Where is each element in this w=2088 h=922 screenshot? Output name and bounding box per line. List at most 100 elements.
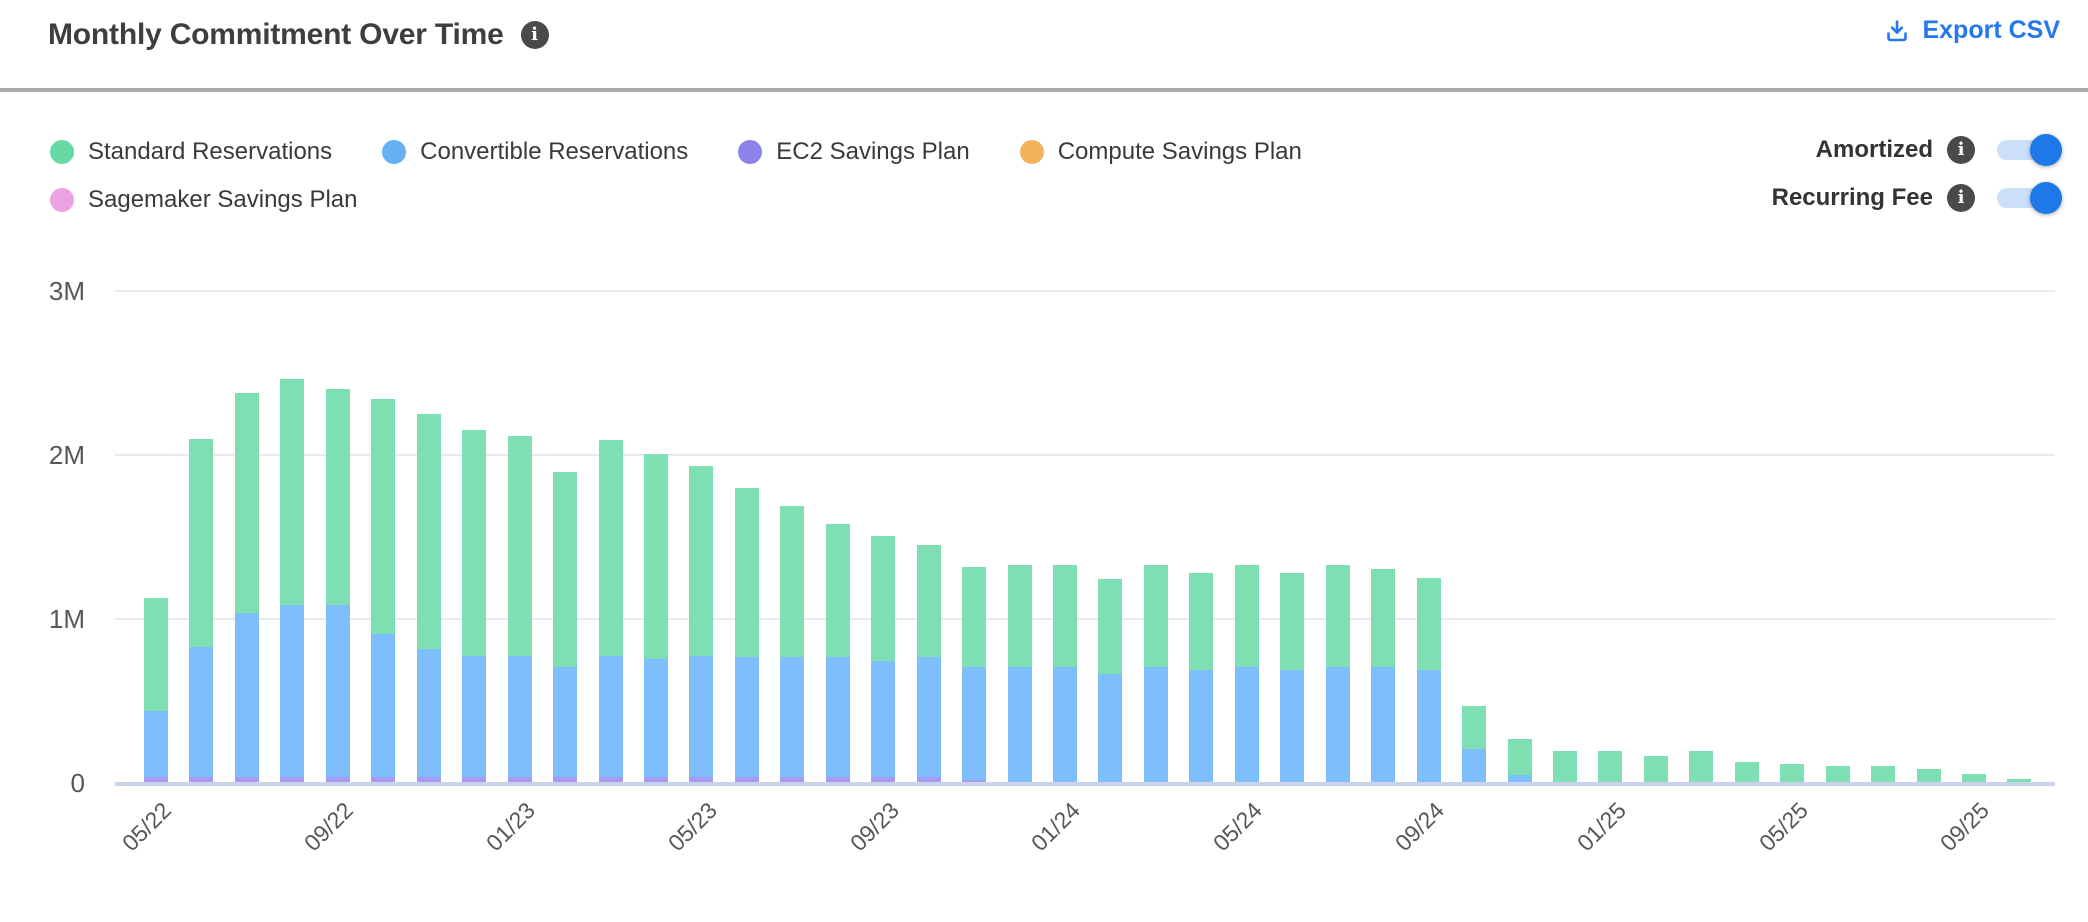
bar-05-24[interactable] <box>1234 565 1259 782</box>
bar-04-25[interactable] <box>1734 762 1759 782</box>
bar-02-23[interactable] <box>553 472 578 782</box>
bar-segment-convertible-reservations <box>234 613 259 777</box>
gridline-2M <box>115 454 2055 456</box>
amortized-switch[interactable] <box>1997 134 2062 166</box>
bar-segment-convertible-reservations <box>1416 670 1441 782</box>
legend-dot-icon <box>50 188 74 212</box>
bar-segment-standard-reservations <box>1416 578 1441 670</box>
bar-02-25[interactable] <box>1643 756 1668 782</box>
bar-08-24[interactable] <box>1371 569 1396 782</box>
recurring-fee-info-icon[interactable]: i <box>1947 184 1975 212</box>
recurring-fee-switch[interactable] <box>1997 182 2062 214</box>
legend-item-convertible-reservations[interactable]: Convertible Reservations <box>382 138 688 166</box>
bar-01-25[interactable] <box>1598 751 1623 782</box>
bar-segment-ec2-savings-plan <box>916 777 941 782</box>
legend-item-ec2-savings-plan[interactable]: EC2 Savings Plan <box>738 138 970 166</box>
download-icon <box>1887 19 1908 41</box>
legend-item-label: Sagemaker Savings Plan <box>88 186 358 213</box>
bar-segment-convertible-reservations <box>507 656 532 777</box>
bar-05-22[interactable] <box>144 598 168 782</box>
bar-segment-standard-reservations <box>1462 706 1487 749</box>
bar-segment-convertible-reservations <box>916 657 941 777</box>
bar-12-24[interactable] <box>1552 751 1577 782</box>
bar-01-24[interactable] <box>1053 565 1077 782</box>
bar-12-22[interactable] <box>462 430 487 782</box>
bar-segment-convertible-reservations <box>1280 670 1305 782</box>
legend-item-label: Convertible Reservations <box>420 138 689 165</box>
bar-07-22[interactable] <box>234 393 259 782</box>
amortized-info-icon[interactable]: i <box>1947 136 1975 164</box>
bar-01-23[interactable] <box>507 436 532 782</box>
legend-item-sagemaker-savings-plan[interactable]: Sagemaker Savings Plan <box>50 186 357 214</box>
bar-segment-standard-reservations <box>507 436 532 656</box>
bar-09-23[interactable] <box>871 536 896 782</box>
bar-segment-convertible-reservations <box>1462 749 1487 782</box>
bar-segment-ec2-savings-plan <box>234 777 259 782</box>
bar-12-23[interactable] <box>1007 565 1032 782</box>
title-info-icon[interactable]: i <box>520 21 549 49</box>
bar-10-24[interactable] <box>1462 706 1487 782</box>
bar-segment-standard-reservations <box>1780 764 1805 782</box>
bar-05-23[interactable] <box>689 466 714 782</box>
bar-10-23[interactable] <box>916 545 941 782</box>
bar-11-22[interactable] <box>416 414 441 782</box>
bar-07-24[interactable] <box>1325 565 1350 782</box>
legend-row: Standard Reservations Convertible Reserva… <box>50 136 1302 168</box>
bar-06-22[interactable] <box>189 439 214 782</box>
bar-08-23[interactable] <box>825 524 850 782</box>
bar-segment-standard-reservations <box>1825 766 1850 782</box>
bar-09-25[interactable] <box>1962 774 1986 782</box>
bar-segment-ec2-savings-plan <box>144 777 168 782</box>
legend-item-label: EC2 Savings Plan <box>776 138 970 165</box>
bar-segment-standard-reservations <box>780 506 805 657</box>
legend-item-compute-savings-plan[interactable]: Compute Savings Plan <box>1019 138 1302 166</box>
amortized-toggle-row: Amortized i <box>1772 134 2062 166</box>
gridline-3M <box>115 290 2055 292</box>
bar-06-24[interactable] <box>1280 573 1305 782</box>
bar-10-25[interactable] <box>2007 779 2032 782</box>
bar-segment-standard-reservations <box>1280 573 1305 670</box>
bar-segment-standard-reservations <box>1916 769 1941 782</box>
bar-06-25[interactable] <box>1825 766 1850 782</box>
bar-segment-convertible-reservations <box>416 649 441 777</box>
bar-segment-convertible-reservations <box>871 661 896 777</box>
bar-11-24[interactable] <box>1507 739 1532 782</box>
bar-09-22[interactable] <box>325 389 350 782</box>
bar-06-23[interactable] <box>734 488 759 782</box>
y-tick-label-2M: 2M <box>48 440 85 470</box>
toggle-group: Amortized i Recurring Fee i <box>1772 134 2062 214</box>
legend-dot-icon <box>382 140 407 164</box>
bar-segment-convertible-reservations <box>325 605 350 777</box>
bar-07-25[interactable] <box>1871 766 1896 782</box>
legend-item-standard-reservations[interactable]: Standard Reservations <box>50 138 332 166</box>
bar-11-23[interactable] <box>962 567 987 782</box>
bar-10-22[interactable] <box>371 399 396 782</box>
export-csv-button[interactable]: Export CSV <box>1884 16 2060 45</box>
bar-segment-convertible-reservations <box>371 634 396 777</box>
bar-02-24[interactable] <box>1098 579 1123 782</box>
bar-segment-standard-reservations <box>1689 751 1714 782</box>
bar-03-24[interactable] <box>1143 565 1168 782</box>
bar-segment-convertible-reservations <box>962 667 987 780</box>
bar-04-23[interactable] <box>643 454 668 782</box>
bar-09-24[interactable] <box>1416 578 1441 782</box>
bar-segment-convertible-reservations <box>689 656 714 777</box>
bar-segment-standard-reservations <box>689 466 714 656</box>
header-divider <box>0 88 2088 92</box>
bar-04-24[interactable] <box>1189 573 1214 782</box>
bar-03-25[interactable] <box>1689 751 1714 782</box>
bar-segment-standard-reservations <box>643 454 668 659</box>
bar-segment-convertible-reservations <box>1507 775 1532 782</box>
bar-segment-convertible-reservations <box>1053 667 1077 782</box>
bar-08-25[interactable] <box>1916 769 1941 782</box>
panel-header: Monthly Commitment Over Time i Export CS… <box>0 0 2088 88</box>
bar-03-23[interactable] <box>598 440 623 782</box>
bar-segment-ec2-savings-plan <box>462 777 487 782</box>
bar-segment-standard-reservations <box>371 399 396 634</box>
bar-segment-standard-reservations <box>962 567 987 667</box>
export-csv-label: Export CSV <box>1922 16 2060 44</box>
bar-08-22[interactable] <box>280 379 305 782</box>
bar-07-23[interactable] <box>780 506 805 782</box>
bar-segment-standard-reservations <box>1053 565 1077 667</box>
bar-05-25[interactable] <box>1780 764 1805 782</box>
